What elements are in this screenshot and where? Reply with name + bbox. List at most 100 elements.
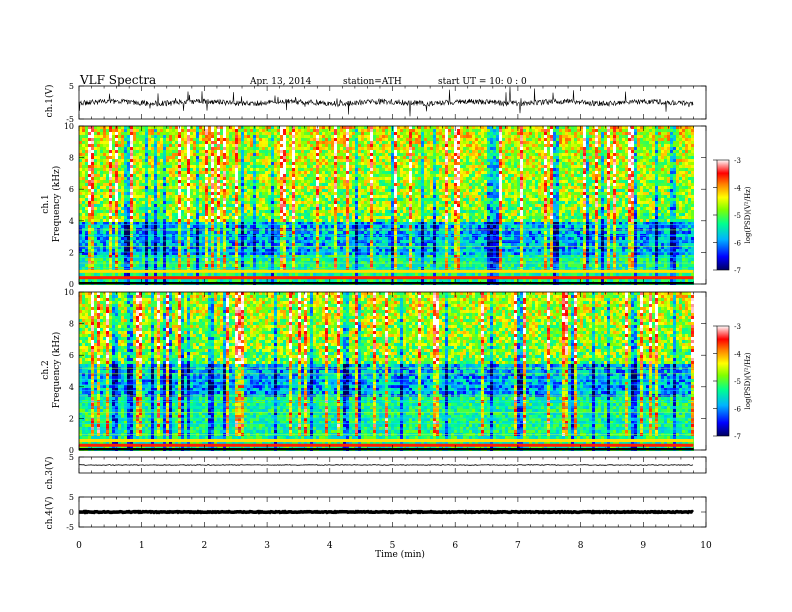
ch1-spectrogram-cell <box>133 246 136 249</box>
ch1-spectrogram-cell <box>352 243 355 246</box>
ch1-spectrogram-cell <box>187 225 190 228</box>
ch1-spectrogram-cell <box>94 249 97 252</box>
ch1-spectrogram-cell <box>163 174 166 177</box>
ch1-spectrogram-cell <box>220 126 223 129</box>
ch1-spectrogram-cell <box>292 165 295 168</box>
ch1-spectrogram-cell <box>121 177 124 180</box>
ch1-spectrogram-cell <box>202 216 205 219</box>
ch1-spectrogram-cell <box>271 138 274 141</box>
ch1-spectrogram-cell <box>238 249 241 252</box>
ch1-spectrogram-cell <box>118 189 121 192</box>
ch1-spectrogram-cell <box>175 159 178 162</box>
ch1-spectrogram-cell <box>235 126 238 129</box>
ch1-spectrogram-cell <box>160 213 163 216</box>
ch1-spectrogram-cell <box>238 201 241 204</box>
ch1-spectrogram-cell <box>232 180 235 183</box>
ch1-spectrogram-cell <box>166 210 169 213</box>
ch1-spectrogram-cell <box>337 243 340 246</box>
ch1-spectrogram-cell <box>304 135 307 138</box>
ch1-spectrogram-cell <box>319 210 322 213</box>
ch1-spectrogram-cell <box>292 225 295 228</box>
ch1-spectrogram-cell <box>121 258 124 261</box>
ch1-spectrogram-cell <box>262 216 265 219</box>
ch1-spectrogram-cell <box>340 213 343 216</box>
ch1-spectrogram-cell <box>334 252 337 255</box>
ch1-spectrogram-cell <box>121 216 124 219</box>
ch1-spectrogram-cell <box>205 204 208 207</box>
ch1-spectrogram-cell <box>196 258 199 261</box>
ch1-spectrogram-cell <box>295 147 298 150</box>
ch1-spectrogram-cell <box>109 261 112 264</box>
ch1-spectrogram-cell <box>130 147 133 150</box>
ch1-spectrogram-cell <box>277 150 280 153</box>
ch1-spectrogram-cell <box>160 204 163 207</box>
ch1-spectrogram-cell <box>163 177 166 180</box>
ch1-spectrogram-cell <box>82 207 85 210</box>
ch1-spectrogram-cell <box>79 255 82 258</box>
ch1-spectrogram-cell <box>226 135 229 138</box>
ch1-spectrogram-cell <box>334 183 337 186</box>
ch1-spectrogram-cell <box>109 159 112 162</box>
ch1-spectrogram-cell <box>205 219 208 222</box>
ch1-spectrogram-cell <box>307 186 310 189</box>
ch1-spectrogram-cell <box>142 126 145 129</box>
ch1-spectrogram-cell <box>340 225 343 228</box>
ch1-spectrogram-cell <box>79 279 82 282</box>
ch1-spectrogram-cell <box>337 171 340 174</box>
ch1-spectrogram-cell <box>106 273 109 276</box>
ch1-spectrogram-cell <box>313 273 316 276</box>
ch1-spectrogram-cell <box>184 135 187 138</box>
ch1-spectrogram-cell <box>328 252 331 255</box>
ch1-spectrogram-cell <box>145 162 148 165</box>
ch1-spectrogram-cell <box>160 252 163 255</box>
ch1-spectrogram-cell <box>286 186 289 189</box>
ch1-spectrogram-cell <box>118 156 121 159</box>
ch1-spectrogram-cell <box>142 258 145 261</box>
ch1-spectrogram-cell <box>157 174 160 177</box>
ch1-spectrogram-cell <box>190 264 193 267</box>
ch1-spectrogram-cell <box>280 171 283 174</box>
ch1-spectrogram-cell <box>355 138 358 141</box>
ch1-spectrogram-cell <box>124 201 127 204</box>
ch1-spectrogram-cell <box>220 183 223 186</box>
ch1-spectrogram-cell <box>214 255 217 258</box>
ch1-spectrogram-cell <box>106 153 109 156</box>
ch1-spectrogram-cell <box>118 258 121 261</box>
ch1-spectrogram-cell <box>208 159 211 162</box>
ch1-spectrogram-cell <box>322 231 325 234</box>
ch1-spectrogram-cell <box>82 162 85 165</box>
ch1-spectrogram-cell <box>118 147 121 150</box>
ch1-spectrogram-cell <box>277 273 280 276</box>
ch1-spectrogram-cell <box>247 144 250 147</box>
ch1-spectrogram-cell <box>187 261 190 264</box>
ch1-spectrogram-cell <box>262 192 265 195</box>
ch1-spectrogram-cell <box>91 153 94 156</box>
ch1-spectrogram-cell <box>151 144 154 147</box>
ch1-spectrogram-cell <box>250 237 253 240</box>
ch1-spectrogram-cell <box>205 252 208 255</box>
ch1-spectrogram-cell <box>277 231 280 234</box>
ch1-spectrogram-cell <box>190 216 193 219</box>
ch1-spectrogram-cell <box>145 264 148 267</box>
ch1-spectrogram-cell <box>85 219 88 222</box>
ch1-spectrogram-cell <box>88 261 91 264</box>
ch1-spectrogram-cell <box>181 135 184 138</box>
ch1-spectrogram-cell <box>328 165 331 168</box>
ch1-spectrogram-cell <box>244 147 247 150</box>
ch1-spectrogram-cell <box>271 183 274 186</box>
ch1-spectrogram-cell <box>265 180 268 183</box>
ch1-spectrogram-cell <box>283 183 286 186</box>
ch1-spectrogram-cell <box>343 231 346 234</box>
ch1-spectrogram-cell <box>295 273 298 276</box>
ch1-spectrogram-cell <box>307 264 310 267</box>
ch1-spectrogram-cell <box>190 222 193 225</box>
ch1-spectrogram-cell <box>91 126 94 129</box>
ch1-spectrogram-cell <box>313 207 316 210</box>
ch1-spectrogram-cell <box>337 165 340 168</box>
ch1-spectrogram-cell <box>127 204 130 207</box>
ch1-spectrogram-cell <box>340 237 343 240</box>
ch1-spectrogram-cell <box>100 129 103 132</box>
ch1-spectrogram-cell <box>160 261 163 264</box>
ch1-spectrogram-cell <box>301 174 304 177</box>
ch1-spectrogram-cell <box>247 153 250 156</box>
